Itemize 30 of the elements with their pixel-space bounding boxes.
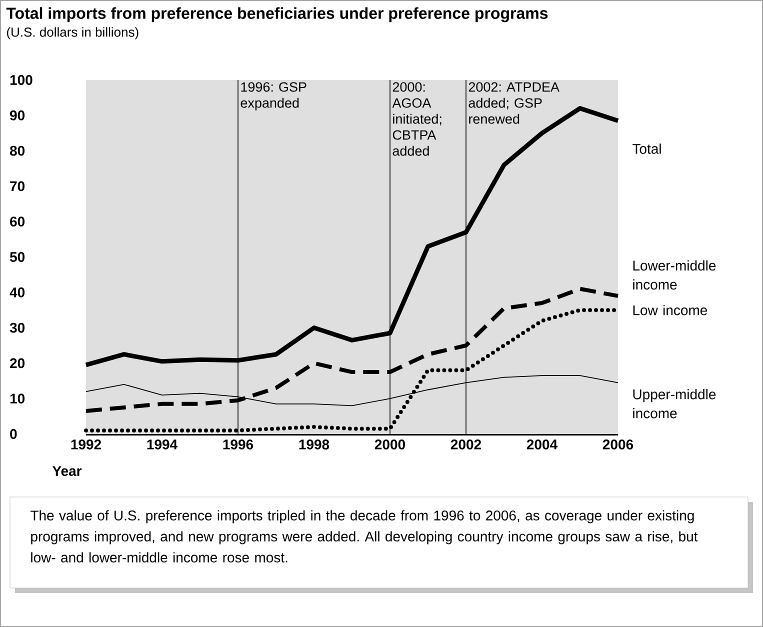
- series-label: Total: [632, 144, 661, 154]
- y-tick-label: 50: [10, 252, 25, 262]
- x-tick-label: 1998: [299, 440, 330, 450]
- x-tick-label: 2004: [526, 440, 558, 450]
- x-tick-label: 2002: [450, 440, 482, 450]
- x-tick-label: 2000: [374, 440, 405, 450]
- x-axis-title: Year: [52, 466, 82, 476]
- x-tick-label: 1994: [147, 440, 178, 450]
- y-tick-label: 20: [10, 358, 25, 368]
- y-tick-label: 100: [10, 75, 32, 85]
- text: The value of U.S. preference imports tripled in the decade from 1996 to 2006, as coverage under existing programs improved, and new programs were added. All developing country income groups saw a rise, but low- and lower-middle income rose most.: [30, 510, 698, 562]
- y-tick-label: 70: [10, 181, 25, 192]
- x-tick-label: 1996: [223, 440, 254, 450]
- series-label: Lower-middle income: [633, 260, 716, 290]
- y-tick-label: 0: [10, 429, 17, 439]
- series-label: Low income: [633, 304, 708, 316]
- y-tick-label: 30: [10, 322, 25, 333]
- y-tick-label: 40: [10, 287, 25, 298]
- series-label: Upper-middle income: [633, 389, 716, 418]
- ref-line-label: 2002: ATPDEA added; GSP renewed: [468, 82, 560, 124]
- y-tick-label: 60: [10, 216, 25, 227]
- chart-title: Total imports from preference beneficiaries under preference programs: [6, 7, 548, 22]
- y-tick-label: 10: [10, 394, 25, 404]
- x-tick-label: 2006: [602, 440, 634, 450]
- y-tick-label: 90: [10, 110, 25, 120]
- x-tick-label: 1992: [71, 440, 102, 450]
- ref-line-label: 2000: AGOA initiated; CBTPA added: [392, 82, 442, 156]
- y-tick-label: 80: [10, 146, 25, 156]
- chart-subtitle: (U.S. dollars in billions): [7, 27, 138, 40]
- ref-line-label: 1996: GSP expanded: [240, 82, 306, 110]
